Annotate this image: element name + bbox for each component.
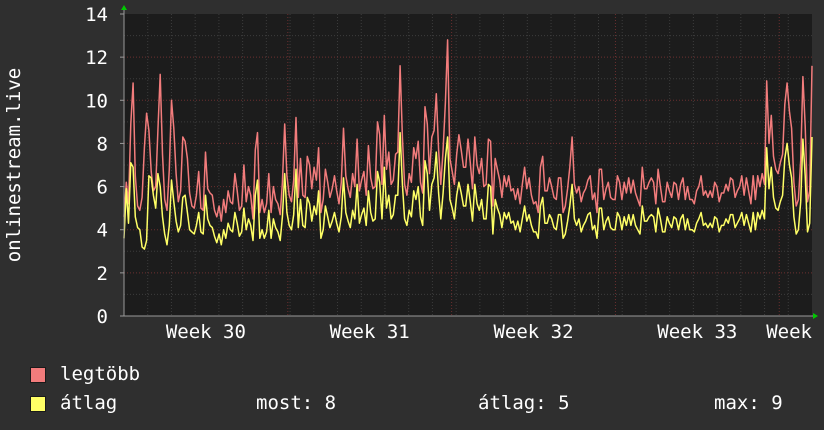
stat-atlag: átlag: 5	[478, 392, 570, 414]
y-tick-label: 2	[97, 263, 108, 285]
stat-most: most: 8	[256, 392, 337, 414]
x-tick-label: Week 30	[166, 321, 246, 343]
y-axis-label: onlinestream.live	[3, 68, 25, 262]
y-tick-label: 10	[85, 90, 108, 112]
y-tick-label: 6	[97, 177, 108, 199]
x-tick-label: Week 31	[330, 321, 410, 343]
y-tick-label: 8	[97, 133, 108, 155]
stat-max: max: 9	[714, 392, 783, 414]
legtobb-swatch	[30, 367, 46, 383]
legend-label-atlag: átlag	[60, 392, 118, 414]
axes: 0 2 4 6 8 10 12 14 Week 30 Week 31 Week 32 Week 33 W…	[85, 4, 818, 343]
x-tick-label: Week 33	[657, 321, 737, 343]
atlag-swatch	[30, 396, 46, 412]
legend-label-legtobb: legtöbb	[60, 363, 141, 385]
y-tick-label: 4	[97, 220, 108, 242]
x-tick-label: Week 32	[493, 321, 573, 343]
x-tick-label: Week	[766, 321, 812, 343]
x-axis-arrow-icon	[813, 313, 818, 319]
series-line-legtobb	[123, 39, 813, 222]
series-group	[123, 39, 813, 250]
y-tick-label: 0	[97, 306, 108, 328]
grid	[124, 14, 812, 316]
plot-area	[124, 14, 812, 316]
y-tick-label: 12	[85, 47, 108, 69]
y-tick-label: 14	[85, 4, 108, 26]
legend-item-atlag: átlag most: 8 átlag: 5 max: 9	[30, 392, 810, 414]
series-line-atlag	[123, 131, 813, 250]
y-axis-arrow-icon	[121, 5, 127, 10]
